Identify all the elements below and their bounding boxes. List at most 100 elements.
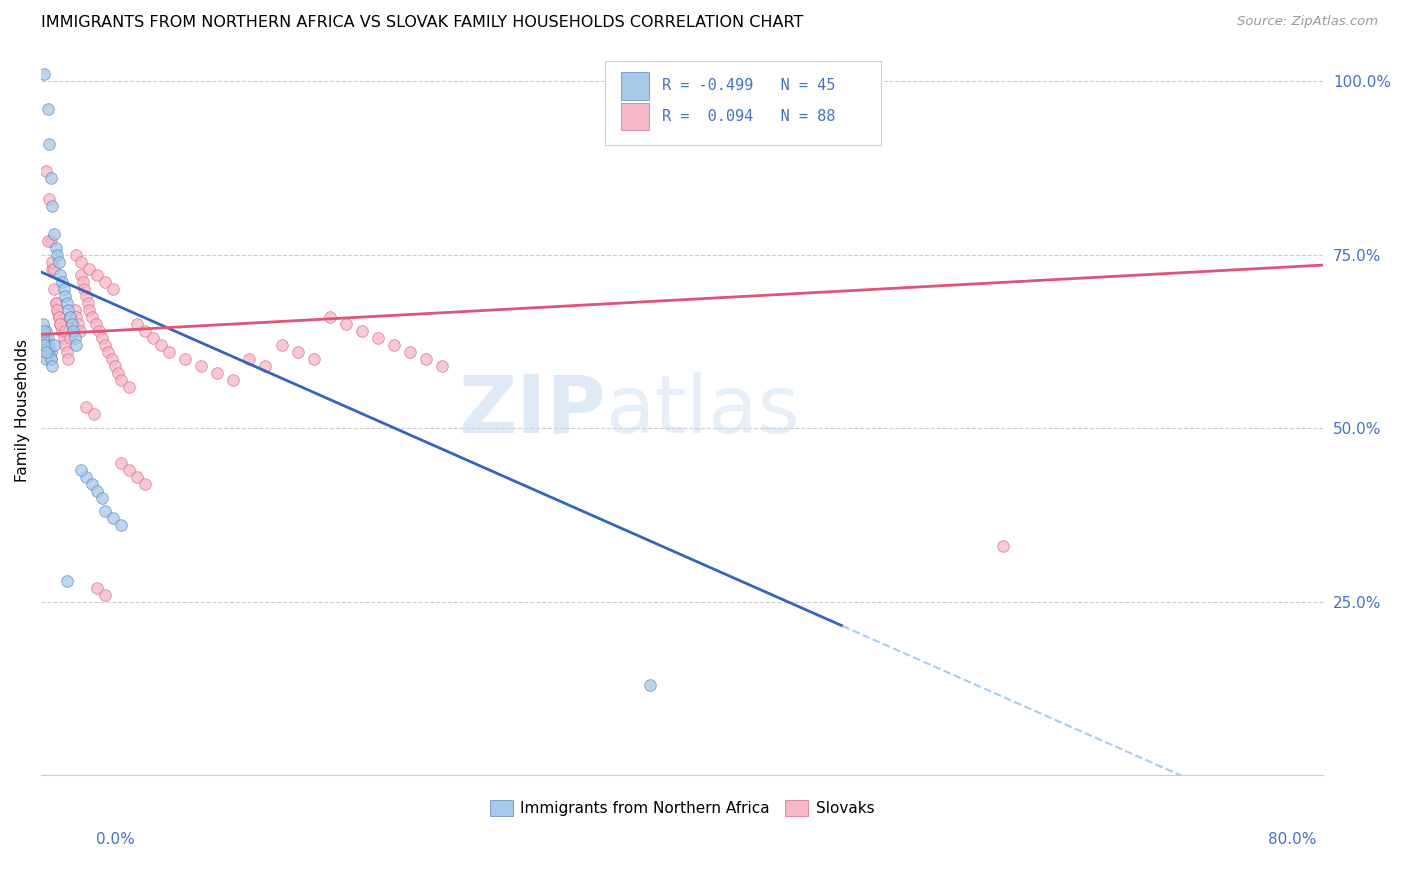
Point [55, 296, 77, 310]
Point [65, 247, 87, 261]
Point [35, 351, 58, 366]
Bar [620, 103, 648, 130]
FancyBboxPatch shape [605, 61, 882, 145]
Point [77, 303, 100, 318]
Point [46, 303, 69, 318]
Point [69, 324, 91, 338]
Text: IMMIGRANTS FROM NORTHERN AFRICA VS SLOVAK FAMILY HOUSEHOLDS CORRELATION CHART: IMMIGRANTS FROM NORTHERN AFRICA VS SLOVA… [41, 15, 803, 30]
Point [37, 234, 59, 248]
Point [38, 136, 60, 151]
Point [127, 317, 149, 331]
Point [110, 373, 132, 387]
Point [302, 351, 325, 366]
Point [367, 331, 389, 345]
Point [37, 344, 59, 359]
Point [44, 296, 66, 310]
Point [58, 303, 80, 318]
Point [60, 317, 83, 331]
Point [150, 338, 173, 352]
Point [82, 476, 104, 491]
Point [70, 268, 93, 283]
Point [42, 282, 65, 296]
Point [60, 317, 83, 331]
Point [37, 338, 59, 352]
Point [270, 338, 292, 352]
Point [75, 289, 97, 303]
Point [76, 296, 98, 310]
Point [59, 310, 82, 324]
Text: 80.0%: 80.0% [1268, 832, 1316, 847]
Point [53, 338, 76, 352]
Point [39, 344, 62, 359]
Point [66, 317, 89, 331]
Point [46, 303, 69, 318]
Point [63, 303, 86, 318]
Point [34, 324, 56, 338]
Point [86, 268, 108, 283]
Point [62, 324, 84, 338]
Point [142, 331, 165, 345]
Point [82, 310, 104, 324]
Point [73, 282, 96, 296]
Point [41, 254, 63, 268]
Point [100, 351, 122, 366]
Point [49, 317, 72, 331]
Point [65, 310, 87, 324]
Bar [620, 72, 648, 100]
Point [87, 324, 110, 338]
Point [42, 261, 65, 276]
Point [44, 296, 66, 310]
Text: R = -0.499   N = 45: R = -0.499 N = 45 [662, 78, 835, 94]
Point [48, 310, 70, 324]
Point [39, 234, 62, 248]
Point [41, 261, 63, 276]
Point [382, 338, 405, 352]
Point [107, 366, 129, 380]
Point [65, 338, 87, 352]
Point [157, 344, 180, 359]
Point [430, 359, 453, 373]
Point [41, 359, 63, 373]
Point [103, 282, 125, 296]
Point [37, 331, 59, 345]
Point [39, 171, 62, 186]
Point [254, 359, 277, 373]
Point [86, 483, 108, 498]
Point [287, 344, 309, 359]
Point [118, 463, 141, 477]
Point [31, 317, 53, 331]
Point [70, 463, 93, 477]
Point [134, 476, 156, 491]
Point [91, 331, 114, 345]
Point [84, 317, 107, 331]
Point [94, 338, 117, 352]
Point [110, 518, 132, 533]
Point [104, 359, 127, 373]
Point [35, 344, 58, 359]
Point [638, 678, 661, 692]
Point [86, 581, 108, 595]
Point [97, 344, 120, 359]
Legend: Immigrants from Northern Africa, Slovaks: Immigrants from Northern Africa, Slovaks [484, 794, 880, 822]
Point [34, 67, 56, 81]
Point [48, 310, 70, 324]
Point [238, 351, 260, 366]
Point [52, 282, 75, 296]
Point [51, 276, 73, 290]
Point [222, 373, 245, 387]
Point [350, 324, 373, 338]
Point [58, 351, 80, 366]
Point [42, 338, 65, 352]
Point [83, 407, 105, 421]
Point [127, 469, 149, 483]
Point [94, 276, 117, 290]
Text: 0.0%: 0.0% [96, 832, 135, 847]
Point [55, 574, 77, 588]
Point [70, 254, 93, 268]
Point [75, 469, 97, 483]
Point [103, 511, 125, 525]
Point [41, 199, 63, 213]
Point [35, 331, 58, 345]
Point [72, 276, 94, 290]
Point [49, 317, 72, 331]
